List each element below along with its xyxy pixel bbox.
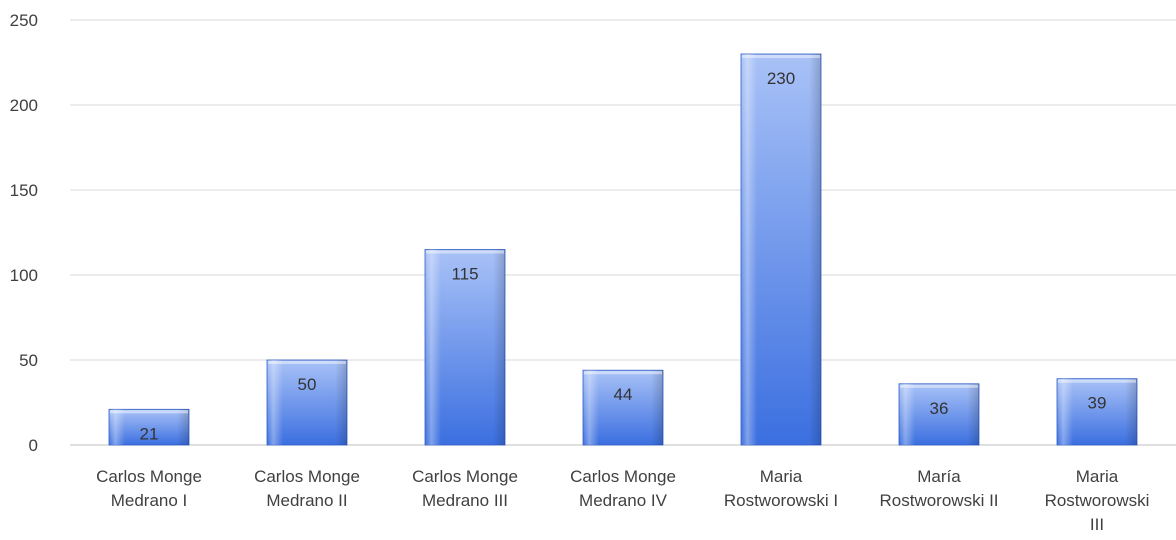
bar-top-highlight	[426, 250, 504, 254]
data-label: 44	[614, 385, 633, 404]
bar-bevel	[109, 409, 189, 445]
bar-top-highlight	[742, 55, 820, 58]
x-category-label-line: Carlos Monge	[254, 467, 360, 486]
y-axis-ticks: 0 50 100 150 200 250	[10, 11, 38, 455]
bar-bevel	[425, 249, 505, 445]
data-label: 115	[451, 265, 478, 284]
bar-top-highlight	[1058, 379, 1136, 383]
x-category-label-line: Maria	[760, 467, 803, 486]
x-category-label-line: Rostworowski I	[724, 491, 838, 510]
x-category-label: Carlos Monge Medrano IV	[570, 467, 676, 510]
data-label: 36	[930, 399, 949, 418]
x-category-label-line: Rostworowski II	[879, 491, 998, 510]
bar-top-highlight	[584, 371, 662, 375]
x-category-label-line: Medrano I	[111, 491, 188, 510]
bar-bevel	[1057, 378, 1137, 445]
bar-bevel	[267, 360, 347, 445]
y-tick-label: 200	[10, 96, 38, 115]
x-category-label-line: III	[1090, 515, 1104, 534]
data-label: 39	[1088, 394, 1107, 413]
bar	[1056, 378, 1138, 446]
x-category-label: Carlos Monge Medrano III	[412, 467, 518, 510]
x-category-label-line: Maria	[1076, 467, 1119, 486]
data-label: 230	[767, 69, 795, 88]
x-category-label: María Rostworowski II	[879, 467, 998, 510]
bar	[108, 408, 190, 446]
x-category-label-line: Carlos Monge	[96, 467, 202, 486]
y-tick-label: 250	[10, 11, 38, 30]
x-category-label-line: Carlos Monge	[570, 467, 676, 486]
bar-bevel	[741, 54, 821, 445]
x-category-label: Maria Rostworowski I	[724, 467, 838, 510]
data-label: 50	[298, 375, 317, 394]
bar-top-highlight	[268, 361, 346, 364]
y-tick-label: 0	[29, 436, 38, 455]
data-labels: 21 50 115 44 230 36 39	[140, 69, 1107, 443]
x-category-label-line: Medrano IV	[579, 491, 668, 510]
gridlines	[70, 19, 1176, 446]
x-category-label-line: María	[917, 467, 961, 486]
x-category-label-line: Medrano II	[266, 491, 347, 510]
y-tick-label: 100	[10, 266, 38, 285]
x-category-label: Carlos Monge Medrano II	[254, 467, 360, 510]
bar	[740, 53, 822, 446]
y-tick-label: 50	[19, 351, 38, 370]
bar-top-highlight	[110, 410, 188, 414]
bar-bevel	[899, 383, 979, 445]
y-tick-label: 150	[10, 181, 38, 200]
x-category-label-line: Rostworowski	[1045, 491, 1150, 510]
bar-bevel	[583, 370, 663, 445]
data-label: 21	[140, 424, 159, 443]
bar	[898, 383, 980, 446]
bar-top-highlight	[900, 384, 978, 388]
x-category-label-line: Medrano III	[422, 491, 508, 510]
x-axis-categories: Carlos Monge Medrano I Carlos Monge Medrano…	[96, 467, 1149, 534]
bar	[582, 369, 664, 446]
x-category-label: Maria Rostworowski III	[1045, 467, 1150, 534]
x-category-label: Carlos Monge Medrano I	[96, 467, 202, 510]
x-category-label-line: Carlos Monge	[412, 467, 518, 486]
bar	[424, 249, 506, 446]
bars	[108, 53, 1138, 446]
bar	[266, 359, 348, 446]
